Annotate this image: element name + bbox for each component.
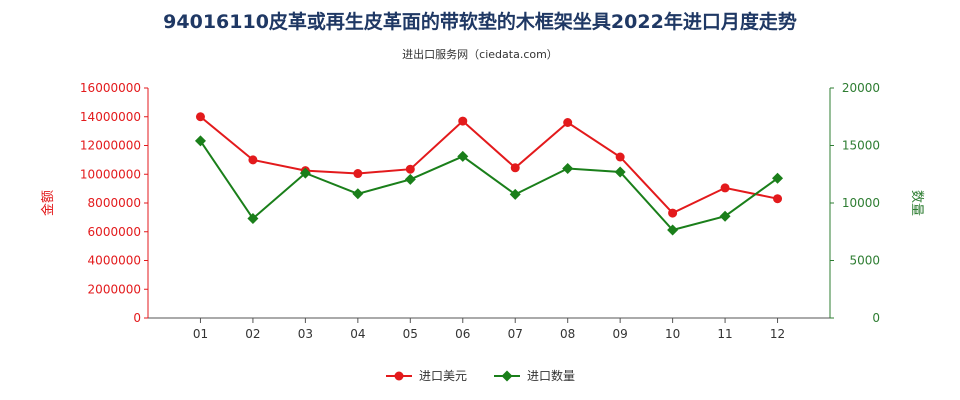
y-right-tick-label: 5000 <box>849 254 880 268</box>
chart-subtitle: 进出口服务网（ciedata.com） <box>402 48 558 61</box>
series-0-point <box>563 118 573 127</box>
series-0-point <box>720 183 730 193</box>
y-right-tick-label: 15000 <box>842 139 880 153</box>
y-axis-right-label: 数量 <box>909 190 924 216</box>
y-left-tick-label: 16000000 <box>80 81 141 95</box>
x-tick-label: 12 <box>770 327 785 341</box>
series-0-point <box>510 163 520 173</box>
series-1-point <box>457 150 469 162</box>
series-0-point <box>615 152 625 162</box>
legend-swatch-1 <box>494 370 520 381</box>
y-right-tick-label: 0 <box>872 311 880 325</box>
y-right-tick-label: 10000 <box>842 196 880 210</box>
x-tick-label: 09 <box>613 327 628 341</box>
chart-title: 94016110皮革或再生皮革面的带软垫的木框架坐具2022年进口月度走势 <box>163 11 797 33</box>
x-tick-label: 11 <box>717 327 732 341</box>
legend-swatch-0 <box>385 371 412 380</box>
legend-item-1[interactable]: 进口数量 <box>493 367 575 384</box>
y-left-tick-label: 2000000 <box>88 282 141 296</box>
series-0-point <box>668 208 678 218</box>
series-1-point <box>404 173 416 185</box>
x-tick-label: 08 <box>560 327 575 341</box>
series-1-point <box>299 167 311 179</box>
series-line-1 <box>199 140 779 232</box>
series-0-point <box>195 112 205 122</box>
x-tick-label: 01 <box>193 327 208 341</box>
series-1-point <box>352 188 364 200</box>
series-line-0 <box>199 115 778 215</box>
series-1-point <box>562 163 574 174</box>
legend-swatch-marker-1 <box>501 370 513 381</box>
x-tick-label: 02 <box>245 327 260 341</box>
legend-swatch-marker-0 <box>394 371 404 380</box>
x-tick-label: 04 <box>350 327 365 341</box>
legend-label-0: 进口美元 <box>418 369 467 383</box>
series-1-point <box>247 213 259 225</box>
x-tick-label: 07 <box>508 327 523 341</box>
y-left-tick-label: 10000000 <box>80 167 141 181</box>
y-left-tick-label: 8000000 <box>88 196 141 210</box>
y-left-tick-label: 4000000 <box>88 254 141 268</box>
series-layer <box>194 112 784 236</box>
series-1-point <box>719 210 731 222</box>
y-left-tick-label: 12000000 <box>80 139 141 153</box>
x-tick-label: 05 <box>403 327 418 341</box>
series-0-point <box>353 169 363 179</box>
y-left-tick-label: 14000000 <box>80 110 141 124</box>
series-1-point <box>194 135 206 147</box>
y-axis-left-label: 金额 <box>40 190 56 216</box>
y-right-tick-label: 20000 <box>842 81 880 95</box>
legend-label-1: 进口数量 <box>527 369 576 383</box>
legend-item-0[interactable]: 进口美元 <box>385 367 467 384</box>
x-tick-label: 03 <box>298 327 313 341</box>
series-1-point <box>667 224 679 236</box>
series-1-point <box>614 166 626 178</box>
x-tick-label: 06 <box>455 327 470 341</box>
series-1-point <box>772 172 784 184</box>
series-1-point <box>509 188 521 200</box>
series-0-point <box>773 194 783 204</box>
legend: 进口美元 进口数量 <box>0 367 960 384</box>
series-0-point <box>248 155 258 165</box>
axes-layer: 0200000040000006000000800000010000000120… <box>40 81 924 341</box>
y-left-tick-label: 0 <box>133 311 141 325</box>
series-0-point <box>458 116 468 126</box>
series-0-point <box>405 164 415 174</box>
y-left-tick-label: 6000000 <box>88 225 141 239</box>
x-tick-label: 10 <box>665 327 680 341</box>
